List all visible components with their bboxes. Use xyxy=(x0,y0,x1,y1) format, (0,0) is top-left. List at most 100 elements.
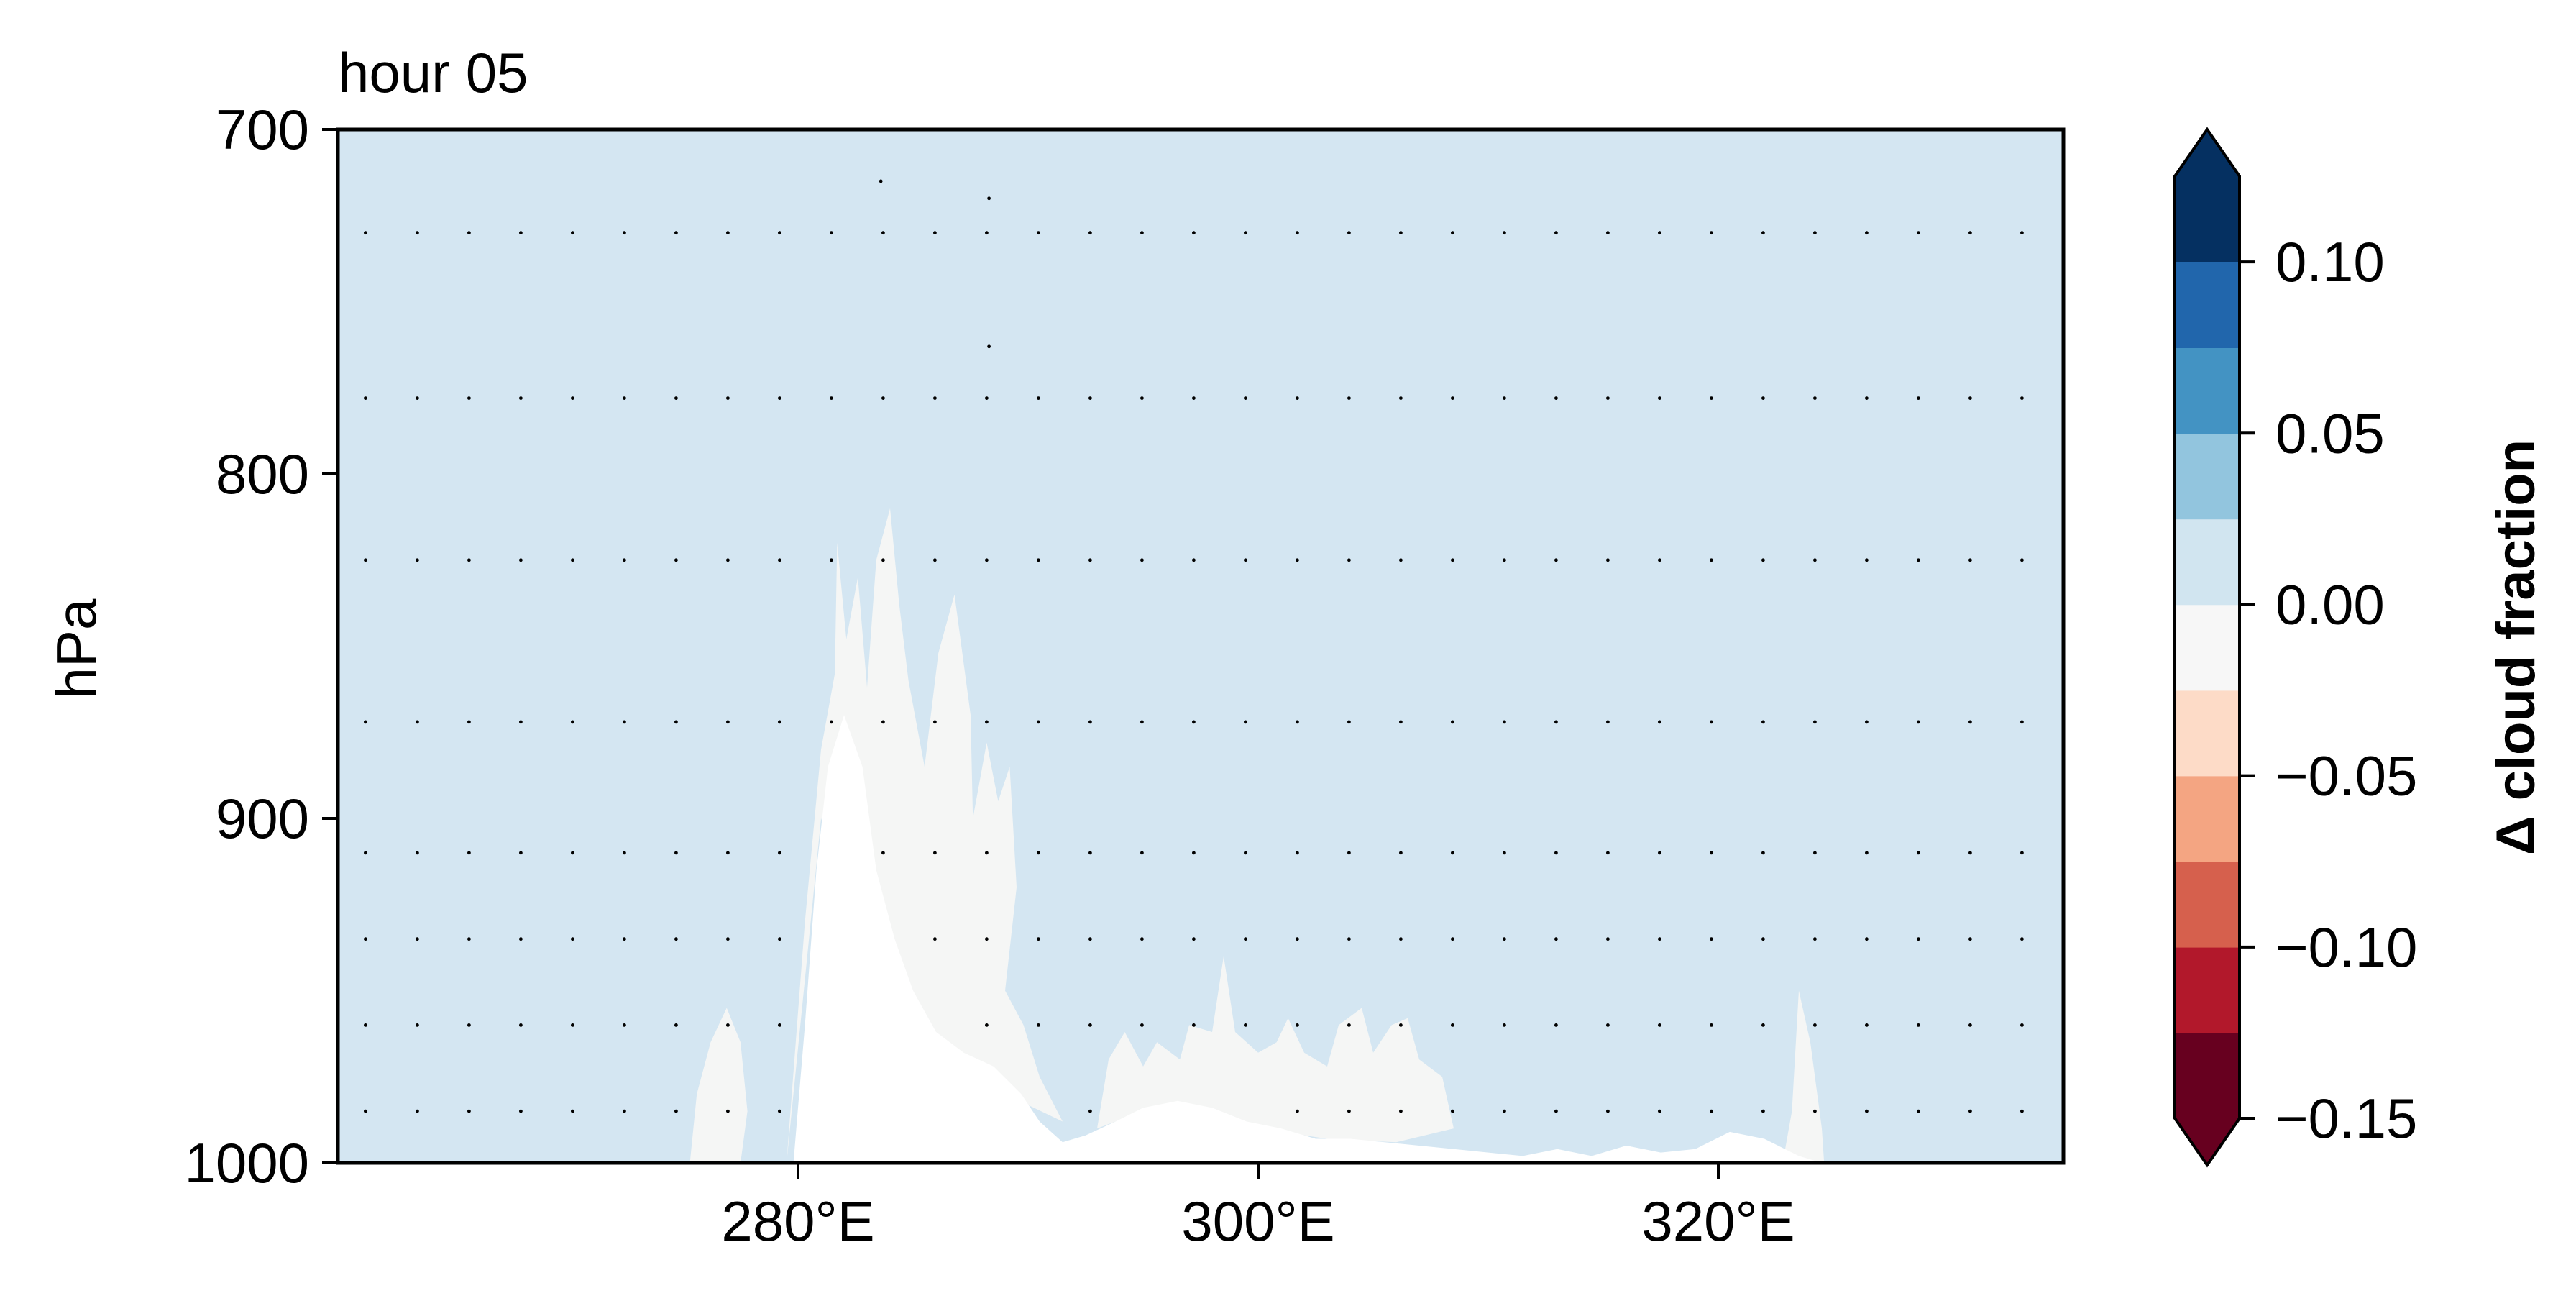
y-axis-label: hPa xyxy=(45,598,108,698)
stipple-dot xyxy=(985,937,989,941)
stipple-dot xyxy=(830,396,833,400)
near-zero-region-3 xyxy=(1782,990,1825,1163)
stipple-dot xyxy=(1968,1109,1972,1113)
stipple-dot xyxy=(1037,231,1040,235)
colorbar-bin xyxy=(2175,604,2240,691)
stipple-dot xyxy=(416,851,419,855)
stipple-dot xyxy=(467,937,471,941)
stipple-dot xyxy=(467,1023,471,1027)
stipple-dot xyxy=(1710,1023,1713,1027)
colorbar-extend-top xyxy=(2175,129,2240,176)
stipple-dot xyxy=(1917,1109,1920,1113)
stipple-dot xyxy=(1813,1023,1817,1027)
stipple-dot xyxy=(1037,851,1040,855)
stipple-dot xyxy=(726,1109,730,1113)
stipple-dot xyxy=(1399,1023,1403,1027)
stipple-dot xyxy=(1503,396,1506,400)
stipple-dot xyxy=(985,396,989,400)
stipple-dot xyxy=(416,1109,419,1113)
stipple-dot xyxy=(881,851,885,855)
stipple-dot xyxy=(1244,720,1247,724)
colorbar-tick-label: −0.15 xyxy=(2275,1087,2417,1150)
stipple-dot xyxy=(519,937,523,941)
stipple-dot xyxy=(1140,1023,1144,1027)
stipple-dot xyxy=(1399,396,1403,400)
stipple-dot xyxy=(1658,720,1661,724)
stipple-dot xyxy=(1140,720,1144,724)
stipple-dot xyxy=(1347,720,1351,724)
stipple-dot xyxy=(1503,851,1506,855)
stipple-dot xyxy=(1813,937,1817,941)
stipple-dot xyxy=(778,396,781,400)
stipple-dot xyxy=(364,1109,367,1113)
stipple-dot xyxy=(571,231,574,235)
stipple-dot xyxy=(674,720,678,724)
stipple-dot xyxy=(1244,851,1247,855)
stipple-dot xyxy=(1865,558,1869,562)
stipple-dot xyxy=(2020,1023,2024,1027)
stipple-dot xyxy=(1606,396,1610,400)
stipple-dot xyxy=(1658,851,1661,855)
colorbar-bin xyxy=(2175,690,2240,777)
stipple-dot xyxy=(985,558,989,562)
stipple-dot xyxy=(1606,1023,1610,1027)
colorbar-bin xyxy=(2175,262,2240,348)
stipple-dot xyxy=(519,1109,523,1113)
stipple-dot xyxy=(987,196,991,201)
stipple-dot xyxy=(1347,231,1351,235)
stipple-dot xyxy=(881,396,885,400)
stipple-dot xyxy=(1503,720,1506,724)
stipple-dot xyxy=(1554,720,1558,724)
stipple-dot xyxy=(1606,720,1610,724)
significance-stippling xyxy=(364,179,2024,1113)
stipple-dot xyxy=(881,720,885,724)
stipple-dot xyxy=(1244,558,1247,562)
stipple-dot xyxy=(674,1023,678,1027)
stipple-dot xyxy=(778,558,781,562)
stipple-dot xyxy=(1296,558,1299,562)
stipple-dot xyxy=(623,396,626,400)
stipple-dot xyxy=(1917,558,1920,562)
colorbar-tick-label: −0.05 xyxy=(2275,744,2417,808)
stipple-dot xyxy=(1554,396,1558,400)
stipple-dot xyxy=(1813,231,1817,235)
stipple-dot xyxy=(2020,937,2024,941)
stipple-dot xyxy=(1710,231,1713,235)
stipple-dot xyxy=(1917,1023,1920,1027)
colorbar-bin xyxy=(2175,347,2240,434)
colorbar-bin xyxy=(2175,519,2240,606)
colorbar-tick-label: 0.00 xyxy=(2275,572,2385,636)
stipple-dot xyxy=(778,851,781,855)
stipple-dot xyxy=(364,558,367,562)
stipple-dot xyxy=(1917,231,1920,235)
stipple-dot xyxy=(1968,558,1972,562)
y-tick-label: 700 xyxy=(216,98,309,161)
stipple-dot xyxy=(364,851,367,855)
stipple-dot xyxy=(1037,558,1040,562)
stipple-dot xyxy=(726,396,730,400)
stipple-dot xyxy=(1710,937,1713,941)
near-zero-region-0 xyxy=(689,1008,748,1163)
stipple-dot xyxy=(1399,231,1403,235)
stipple-dot xyxy=(1554,1109,1558,1113)
stipple-dot xyxy=(1088,937,1092,941)
near-zero-region-1 xyxy=(787,508,1063,1163)
stipple-dot xyxy=(985,720,989,724)
stipple-dot xyxy=(933,396,937,400)
stipple-dot xyxy=(1761,720,1765,724)
stipple-dot xyxy=(1554,1023,1558,1027)
colorbar-extend-bottom xyxy=(2175,1118,2240,1165)
stipple-dot xyxy=(1968,231,1972,235)
stipple-dot xyxy=(1088,851,1092,855)
stipple-dot xyxy=(1192,231,1196,235)
stipple-dot xyxy=(623,231,626,235)
stipple-dot xyxy=(674,558,678,562)
stipple-dot xyxy=(1968,396,1972,400)
stipple-dot xyxy=(2020,720,2024,724)
stipple-dot xyxy=(1244,937,1247,941)
stipple-dot xyxy=(571,1023,574,1027)
stipple-dot xyxy=(571,396,574,400)
stipple-dot xyxy=(1865,231,1869,235)
stipple-dot xyxy=(1917,396,1920,400)
